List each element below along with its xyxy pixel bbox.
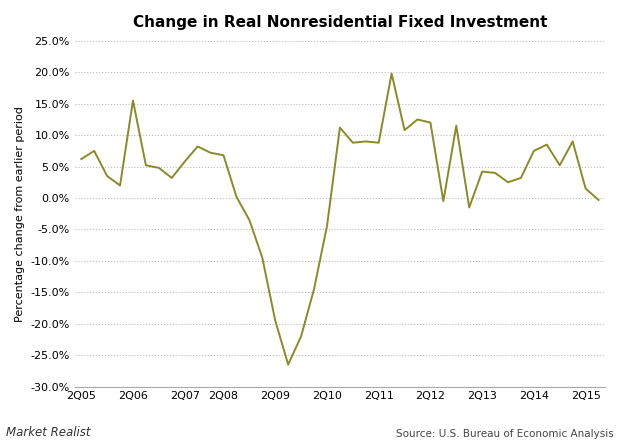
- Text: Source: U.S. Bureau of Economic Analysis: Source: U.S. Bureau of Economic Analysis: [396, 428, 614, 439]
- Y-axis label: Percentage change from earlier period: Percentage change from earlier period: [15, 106, 25, 322]
- Text: Market Realist: Market Realist: [6, 426, 91, 439]
- Title: Change in Real Nonresidential Fixed Investment: Change in Real Nonresidential Fixed Inve…: [133, 15, 547, 30]
